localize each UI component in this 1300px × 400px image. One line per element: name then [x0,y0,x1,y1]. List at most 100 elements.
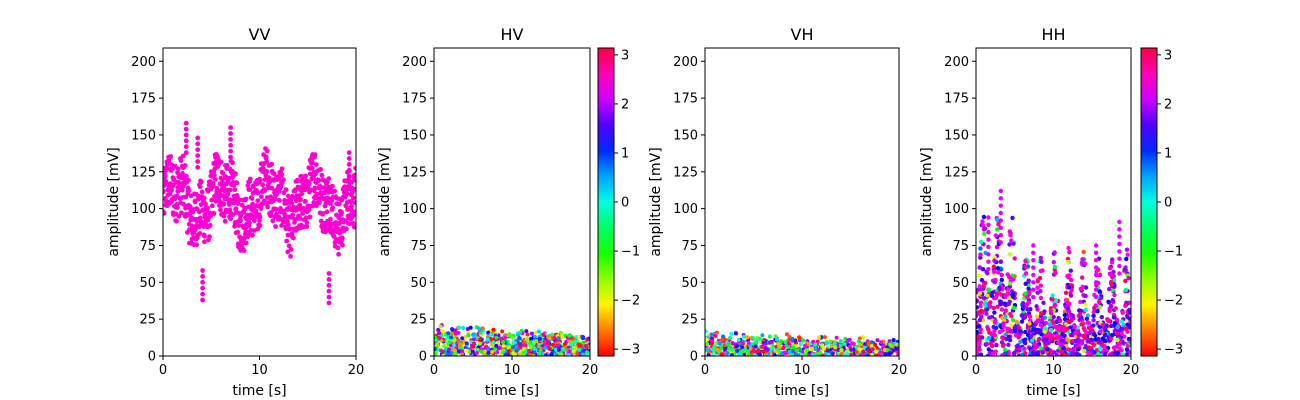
data-point [1040,317,1045,323]
data-point [467,349,472,354]
data-point [210,183,216,189]
data-point [309,165,315,171]
data-point [250,184,256,190]
data-point [1012,256,1017,261]
data-point [727,346,732,351]
data-point [279,223,284,228]
data-point [988,300,993,305]
data-point [233,171,238,177]
colorbar-tick-label: −3 [1164,343,1183,358]
subplot-title: HV [501,25,524,44]
data-point [1110,257,1115,262]
data-point [258,206,264,212]
data-point [200,279,206,285]
data-point [447,347,451,352]
data-point [1124,256,1129,262]
data-point [1053,324,1059,330]
colorbar-gradient [598,48,614,356]
data-point [846,338,851,343]
data-point [997,286,1002,292]
data-point [264,148,270,154]
data-point [1063,290,1069,295]
data-point [1080,262,1085,267]
data-point [194,242,200,248]
data-point [306,181,312,187]
data-point [288,253,293,259]
data-point [705,337,709,342]
data-point [705,342,710,346]
data-point [992,269,997,274]
data-point [184,173,189,179]
data-point [257,214,263,220]
x-axis-label: time [s] [232,383,286,399]
data-point [163,210,167,216]
data-point [982,301,988,306]
y-axis-label: amplitude [mV] [919,147,935,256]
y-tick-label: 25 [952,313,969,328]
data-point [1050,297,1055,302]
data-point [1005,292,1010,297]
data-point [183,126,189,132]
data-point [715,347,720,352]
data-point [226,202,232,207]
y-tick-label: 25 [410,313,427,328]
data-point [263,154,269,160]
data-point [460,349,465,354]
y-tick-label: 75 [952,239,969,254]
data-point [850,341,855,346]
data-point [316,178,322,184]
data-point [456,349,461,354]
data-point [733,331,738,336]
data-point [1001,324,1006,329]
data-point [1122,334,1127,339]
data-point [220,171,226,176]
data-point [818,350,823,355]
data-point [1017,328,1023,333]
y-tick-label: 125 [131,165,156,180]
data-point [1080,275,1085,280]
data-point [878,350,883,355]
data-point [979,335,985,340]
data-point [999,307,1005,312]
y-tick-label: 100 [131,202,156,217]
y-tick-label: 200 [131,55,156,70]
data-point [317,199,322,205]
data-point [456,330,461,335]
data-point [522,346,526,351]
data-point [1044,337,1049,342]
data-point [458,342,463,347]
data-point [494,335,499,340]
data-point [722,343,727,348]
data-point [1058,324,1064,329]
data-point [813,342,818,347]
data-point [1060,332,1065,337]
data-point [986,327,991,332]
data-point [1007,337,1013,343]
data-point [510,335,515,340]
data-point [563,342,567,347]
data-point [1079,341,1085,346]
data-point [209,203,215,209]
data-point [1027,321,1032,326]
data-point [764,352,769,356]
data-point [477,338,482,342]
data-point [1117,234,1122,239]
data-point [1085,339,1091,344]
data-point [567,333,572,338]
data-point [992,320,998,325]
data-point [1117,227,1122,232]
data-point [303,199,308,204]
data-point [245,183,251,189]
data-point [998,233,1003,238]
data-point [1092,332,1097,337]
data-point [1018,339,1023,344]
data-point [1008,329,1014,334]
data-point [736,337,741,342]
data-point [180,153,186,159]
data-point [729,353,734,356]
data-point [1039,259,1044,264]
data-point [283,187,289,193]
data-point [499,336,503,341]
data-point [490,349,495,354]
data-point [1062,312,1068,318]
